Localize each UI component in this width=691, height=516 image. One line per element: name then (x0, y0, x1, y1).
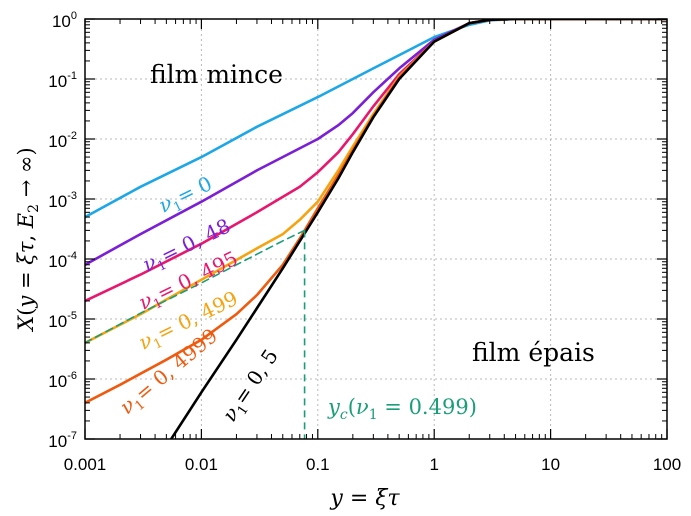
series-line-0 (85, 19, 667, 219)
y-tick-label: 100 (52, 10, 77, 31)
y-tick-label: 10-1 (48, 70, 77, 91)
yc-dashed-curve (85, 229, 306, 344)
ticks (84, 18, 668, 440)
y-tick-label: 10-6 (48, 370, 77, 391)
y-tick-labels: 100 10-1 10-2 10-3 10-4 10-5 10-6 10-7 (48, 10, 77, 451)
x-tick-labels: 0.001 0.01 0.1 1 10 100 (64, 455, 681, 474)
y-tick-label: 10-3 (48, 190, 77, 211)
x-tick-label: 100 (653, 455, 681, 474)
y-tick-label: 10-7 (48, 430, 77, 451)
y-tick-label: 10-5 (48, 310, 77, 331)
y-axis-label: X(y = ξτ, E2 → ∞) (14, 147, 42, 332)
x-axis-label: y = ξτ (329, 486, 400, 511)
y-tick-label: 10-2 (48, 130, 77, 151)
annotation-thin-film: film mince (150, 60, 283, 89)
annotation-thick-film: film épais (472, 338, 595, 367)
grid (85, 19, 667, 439)
series-label-nu0: ν1= 0 (155, 171, 218, 221)
series-line-1 (85, 19, 667, 267)
x-tick-label: 0.001 (64, 455, 107, 474)
annotation-yc: yc(ν1 = 0.499) (327, 395, 477, 423)
x-tick-label: 10 (541, 455, 560, 474)
y-tick-label: 10-4 (48, 250, 77, 271)
plot-frame (84, 18, 668, 440)
series-label-nu05: ν1= 0, 5 (217, 345, 286, 428)
x-tick-label: 0.01 (185, 455, 218, 474)
x-tick-label: 1 (429, 455, 438, 474)
x-tick-label: 0.1 (306, 455, 330, 474)
